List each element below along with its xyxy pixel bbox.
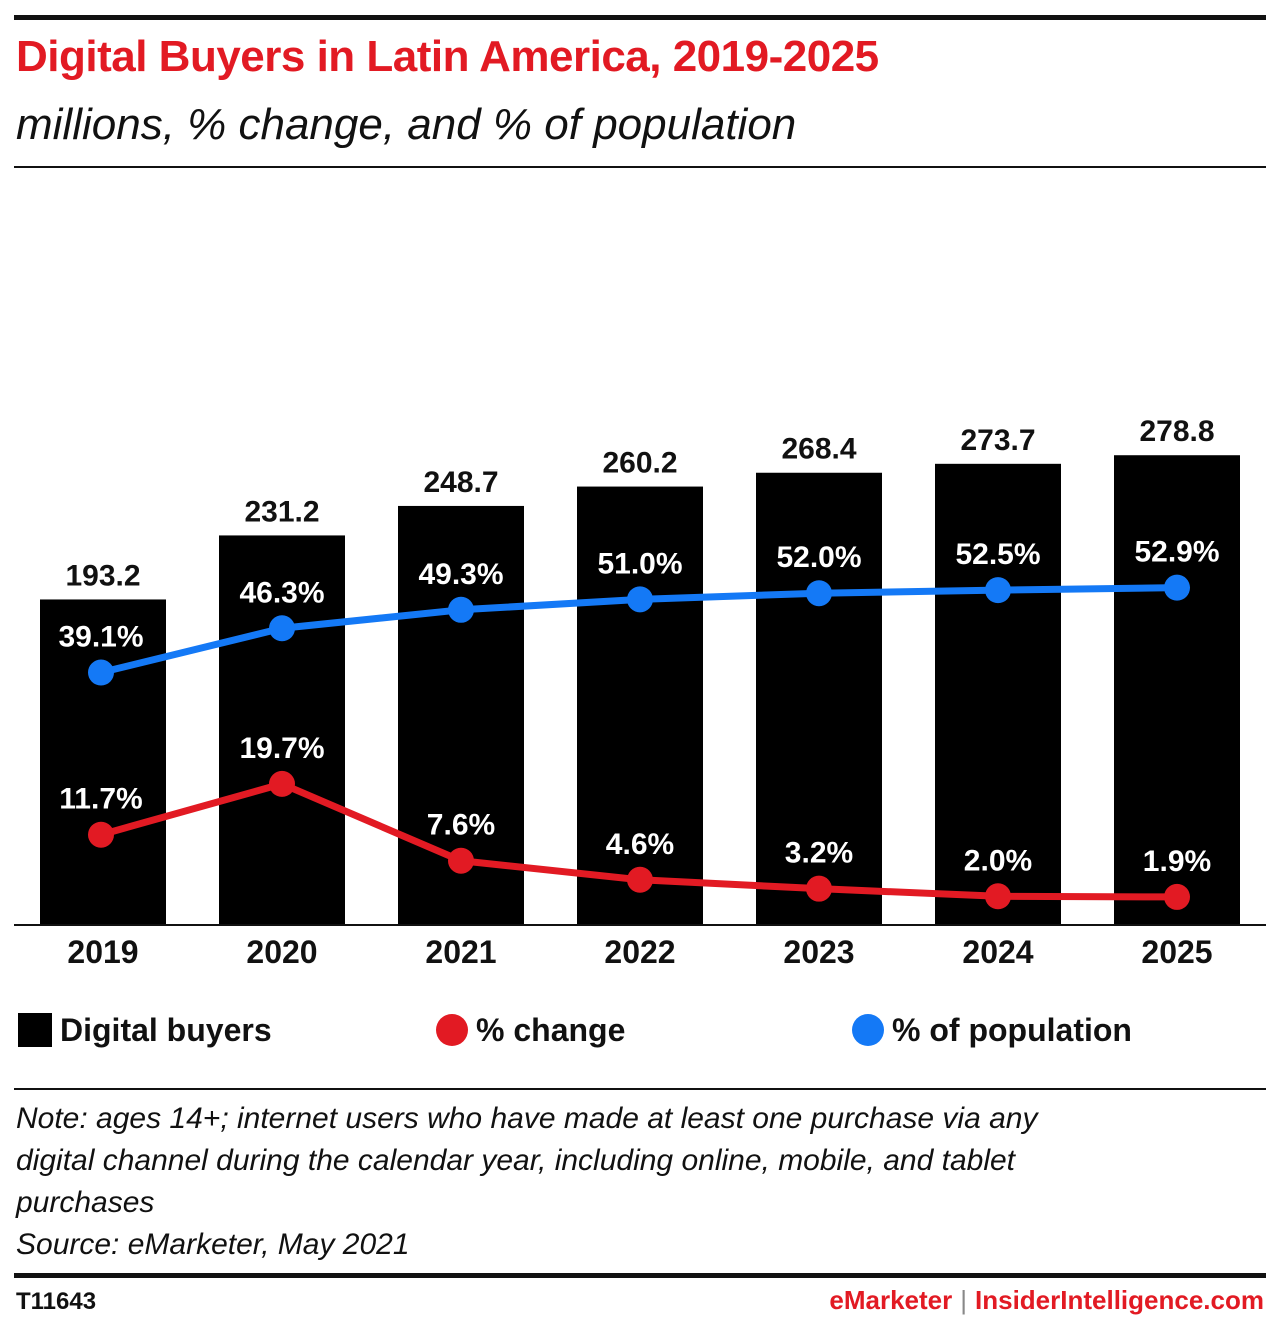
pct-population-value-label: 51.0% [597,547,682,580]
source-line: Source: eMarketer, May 2021 [16,1228,410,1261]
brand-separator: | [960,1285,968,1315]
legend-label-digital-buyers: Digital buyers [60,1011,272,1048]
pct-change-value-label: 1.9% [1143,845,1211,878]
pct-population-point [627,586,653,613]
bar-value-label: 278.8 [1139,415,1214,448]
pct-change-value-label: 19.7% [239,732,324,765]
brand-emarketer: eMarketer [829,1285,953,1315]
legend-label-pct-change: % change [476,1011,626,1048]
pct-population-point [88,659,114,686]
brand-insider-intelligence: InsiderIntelligence.com [975,1285,1264,1315]
note-line: Note: ages 14+; internet users who have … [16,1102,1038,1135]
bar-value-label: 268.4 [781,433,856,466]
note-line: digital channel during the calendar year… [16,1144,1016,1177]
pct-change-value-label: 4.6% [606,828,674,861]
bar-value-label: 248.7 [423,466,498,499]
note-rule [14,1088,1266,1090]
legend-swatch-pct-change [436,1014,468,1046]
pct-population-value-label: 46.3% [239,576,324,609]
pct-population-value-label: 39.1% [58,621,143,654]
x-tick-label: 2019 [67,934,138,970]
pct-change-value-label: 3.2% [785,837,853,870]
pct-change-value-label: 7.6% [427,809,495,842]
legend-item-pct-population: % of population [852,1008,1132,1052]
pct-population-point [448,596,474,623]
pct-change-point [627,866,653,893]
footer-rule [14,1273,1266,1278]
legend-swatch-digital-buyers [18,1013,52,1047]
legend-item-pct-change: % change [436,1008,625,1052]
bar [219,535,345,925]
pct-population-point [269,615,295,642]
legend-label-pct-population: % of population [892,1011,1132,1048]
legend-swatch-pct-population [852,1014,884,1046]
note-line: purchases [16,1186,155,1219]
x-tick-label: 2022 [604,934,675,970]
pct-change-point [269,770,295,797]
bar-value-label: 273.7 [960,424,1035,457]
pct-population-value-label: 52.5% [955,538,1040,571]
pct-change-point [806,875,832,902]
combo-chart: 193.2 231.2 248.7 260.2 268.4 273.7 278.8 2019 2… [14,415,1266,970]
pct-change-value-label: 11.7% [59,783,142,816]
pct-change-value-label: 2.0% [964,844,1032,877]
pct-population-value-label: 52.9% [1134,536,1219,569]
pct-population-point [985,577,1011,604]
x-tick-label: 2021 [425,934,496,970]
top-rule [14,15,1266,20]
chart-title: Digital Buyers in Latin America, 2019-20… [16,32,879,81]
brand-footer: eMarketer | InsiderIntelligence.com [829,1285,1264,1316]
pct-population-value-label: 49.3% [418,558,503,591]
chart-note: Note: ages 14+; internet users who have … [16,1098,1256,1266]
pct-change-point [1164,883,1190,910]
bar-value-label: 231.2 [244,495,319,528]
x-tick-label: 2025 [1141,934,1212,970]
pct-population-point [806,580,832,607]
chart-subtitle: millions, % change, and % of population [16,100,797,149]
pct-change-point [448,847,474,874]
legend-item-digital-buyers: Digital buyers [18,1008,272,1052]
bar [40,599,166,925]
bar [1114,455,1240,925]
bar [577,486,703,925]
header-rule [14,166,1266,168]
x-tick-label: 2020 [246,934,317,970]
bar [756,472,882,925]
chart-id: T11643 [16,1288,97,1315]
pct-population-point [1164,574,1190,601]
bar-value-label: 193.2 [65,559,140,592]
x-tick-label: 2024 [962,934,1033,970]
bar [935,463,1061,925]
pct-change-point [88,821,114,848]
pct-change-point [985,883,1011,910]
bar-value-label: 260.2 [602,447,677,480]
pct-population-value-label: 52.0% [776,541,861,574]
x-tick-label: 2023 [783,934,854,970]
